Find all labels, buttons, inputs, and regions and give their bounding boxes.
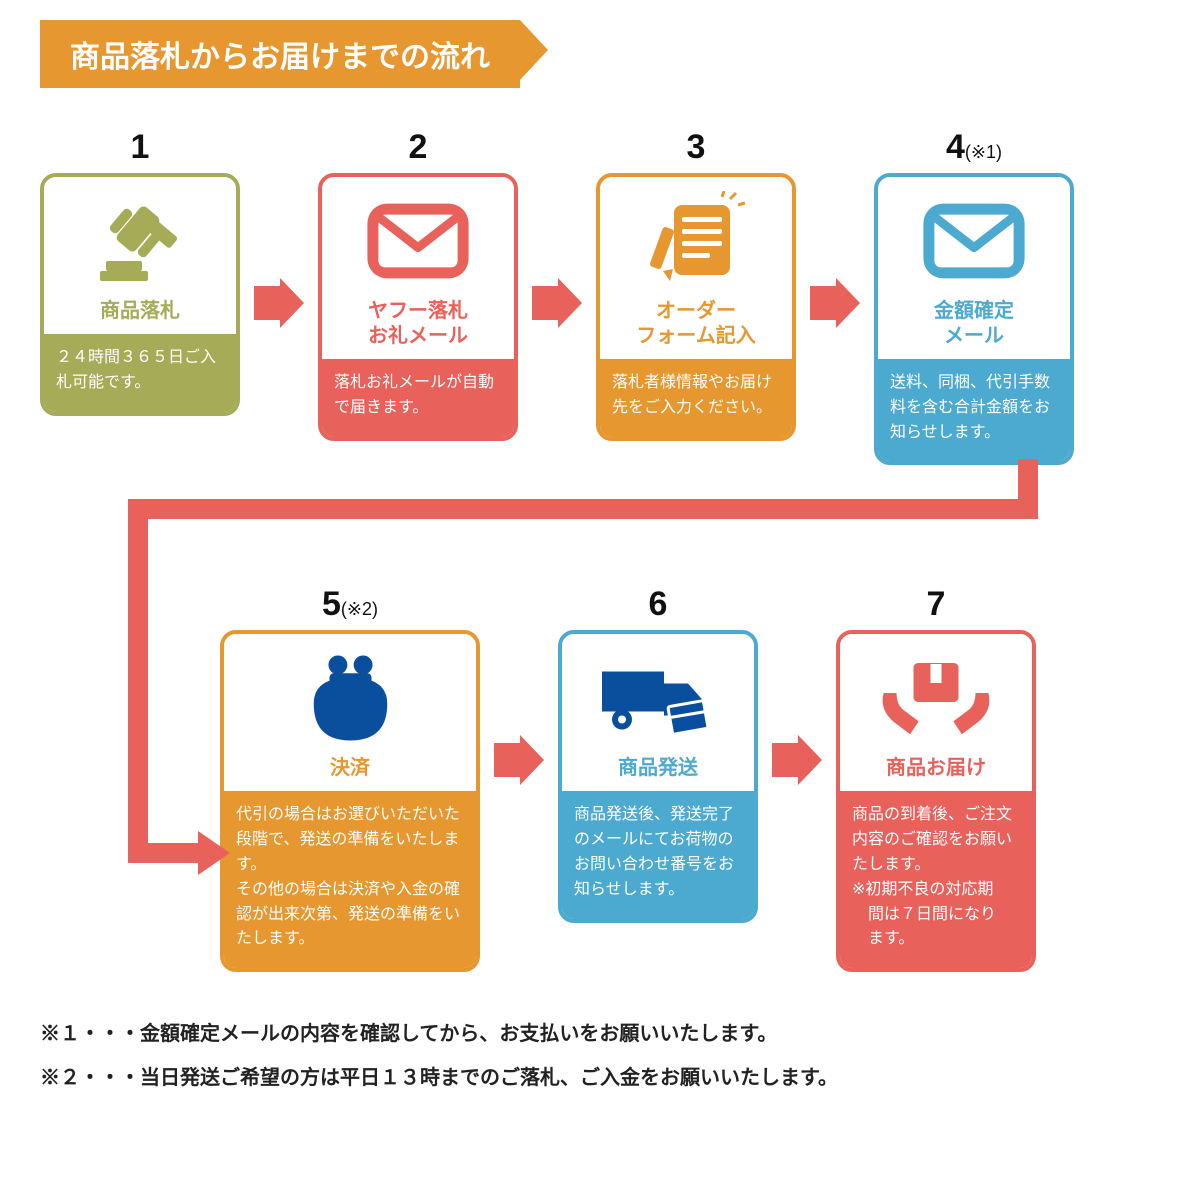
step-body: 送料、同梱、代引手数料を含む合計金額をお知らせします。 — [878, 359, 1070, 461]
step-title: 商品発送 — [618, 756, 698, 781]
arrow-icon — [772, 735, 822, 785]
arrow-icon — [532, 278, 582, 328]
footnote-1: ※１・・・金額確定メールの内容を確認してから、お支払いをお願いいたします。 — [40, 1012, 1160, 1056]
step-number: 1 — [40, 128, 240, 167]
arrow-icon — [494, 735, 544, 785]
step-2: 2 ヤフー落札お礼メール 落札お礼メールが自動で届きます。 — [318, 128, 518, 441]
arrow-icon — [810, 278, 860, 328]
flow-row-2: 5(※2) 決済 代引の場合はお選びいただいた段階で、発送の準備をいたします。そ… — [220, 585, 1160, 972]
form-icon — [646, 191, 746, 291]
step-number: 4(※1) — [874, 128, 1074, 167]
step-number: 6 — [558, 585, 758, 624]
header-title: 商品落札からお届けまでの流れ — [70, 41, 490, 74]
step-title: オーダーフォーム記入 — [636, 299, 755, 349]
mail-icon — [363, 191, 473, 291]
step-body: 落札者様情報やお届け先をご入力ください。 — [600, 359, 792, 437]
step-title: 決済 — [330, 756, 370, 781]
step-title: 金額確定メール — [934, 299, 1014, 349]
step-number: 7 — [836, 585, 1036, 624]
flow-row-1: 1 商品落札 ２４時間 — [40, 128, 1160, 465]
arrow-icon — [254, 278, 304, 328]
step-body: 代引の場合はお選びいただいた段階で、発送の準備をいたします。その他の場合は決済や… — [224, 791, 476, 968]
step-card: 商品落札 ２４時間３６５日ご入札可能です。 — [40, 173, 240, 416]
step-title: 商品落札 — [100, 299, 180, 324]
step-5: 5(※2) 決済 代引の場合はお選びいただいた段階で、発送の準備をいたします。そ… — [220, 585, 480, 972]
step-6: 6 — [558, 585, 758, 922]
step-number: 5(※2) — [220, 585, 480, 624]
truck-icon — [598, 648, 718, 748]
step-number: 3 — [596, 128, 796, 167]
step-number: 2 — [318, 128, 518, 167]
step-1: 1 商品落札 ２４時間 — [40, 128, 240, 416]
step-body: ２４時間３６５日ご入札可能です。 — [44, 334, 236, 412]
step-4: 4(※1) 金額確定メール 送料、同梱、代引手数料を含む合計金額をお知らせします… — [874, 128, 1074, 465]
header-banner: 商品落札からお届けまでの流れ — [40, 20, 520, 88]
receive-icon — [876, 648, 996, 748]
step-body: 商品発送後、発送完了のメールにてお荷物のお問い合わせ番号をお知らせします。 — [562, 791, 754, 918]
footnotes: ※１・・・金額確定メールの内容を確認してから、お支払いをお願いいたします。 ※２… — [40, 1012, 1160, 1100]
step-3: 3 — [596, 128, 796, 441]
footnote-2: ※２・・・当日発送ご希望の方は平日１３時までのご落札、ご入金をお願いいたします。 — [40, 1056, 1160, 1100]
step-title: 商品お届け — [886, 756, 986, 781]
step-body: 落札お礼メールが自動で届きます。 — [322, 359, 514, 437]
mail-icon — [919, 191, 1029, 291]
purse-icon — [298, 648, 403, 748]
gavel-icon — [90, 191, 190, 291]
flow-connector — [40, 465, 1160, 585]
step-7: 7 商品お届け 商品の到着後、ご注文内容のご確認をお願いたします — [836, 585, 1036, 972]
step-body: 商品の到着後、ご注文内容のご確認をお願いたします。※初期不良の対応期間は７日間に… — [840, 791, 1032, 968]
step-title: ヤフー落札お礼メール — [368, 299, 468, 349]
